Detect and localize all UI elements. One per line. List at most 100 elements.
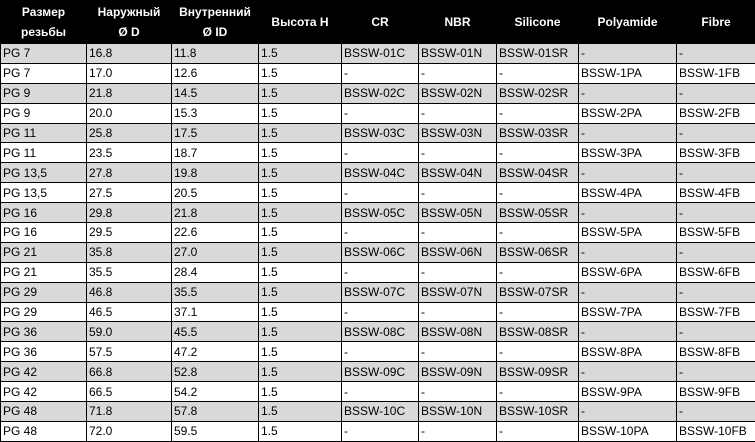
cell-height: 1.5 <box>259 382 342 402</box>
cell-height: 1.5 <box>259 262 342 282</box>
cell-height: 1.5 <box>259 63 342 83</box>
cell-thread-size: PG 13,5 <box>1 163 87 183</box>
cell-outer-diameter: 16.8 <box>87 44 172 64</box>
column-header-polyamide: Polyamide <box>579 1 677 44</box>
cell-height: 1.5 <box>259 282 342 302</box>
cell-cr: BSSW-07C <box>342 282 419 302</box>
cell-silicone: - <box>497 183 579 203</box>
cell-inner-diameter: 19.8 <box>172 163 259 183</box>
cell-cr: - <box>342 183 419 203</box>
cell-outer-diameter: 20.0 <box>87 103 172 123</box>
cell-thread-size: PG 13,5 <box>1 183 87 203</box>
cell-height: 1.5 <box>259 143 342 163</box>
cell-nbr: - <box>419 421 497 441</box>
cell-polyamide: - <box>579 322 677 342</box>
cell-fibre: BSSW-10FB <box>677 421 755 441</box>
cell-cr: BSSW-10C <box>342 402 419 422</box>
cell-inner-diameter: 22.6 <box>172 223 259 243</box>
cell-outer-diameter: 66.8 <box>87 362 172 382</box>
cell-cr: - <box>342 223 419 243</box>
cell-height: 1.5 <box>259 242 342 262</box>
cell-fibre: - <box>677 362 755 382</box>
cell-thread-size: PG 29 <box>1 282 87 302</box>
cell-nbr: BSSW-01N <box>419 44 497 64</box>
cell-thread-size: PG 7 <box>1 44 87 64</box>
cell-outer-diameter: 21.8 <box>87 83 172 103</box>
cell-fibre: BSSW-9FB <box>677 382 755 402</box>
cell-inner-diameter: 54.2 <box>172 382 259 402</box>
cell-thread-size: PG 42 <box>1 382 87 402</box>
cell-nbr: - <box>419 63 497 83</box>
cell-nbr: - <box>419 103 497 123</box>
header-text: Ø D <box>118 25 139 39</box>
cell-outer-diameter: 35.8 <box>87 242 172 262</box>
header-text: Внутренний <box>179 5 251 19</box>
cell-cr: - <box>342 421 419 441</box>
cell-silicone: BSSW-07SR <box>497 282 579 302</box>
cell-nbr: - <box>419 302 497 322</box>
cell-cr: BSSW-02C <box>342 83 419 103</box>
cell-silicone: - <box>497 421 579 441</box>
cell-outer-diameter: 25.8 <box>87 123 172 143</box>
cell-outer-diameter: 46.5 <box>87 302 172 322</box>
cell-fibre: - <box>677 123 755 143</box>
cell-outer-diameter: 29.5 <box>87 223 172 243</box>
header-text: Наружный <box>98 5 161 19</box>
cell-fibre: BSSW-8FB <box>677 342 755 362</box>
cell-polyamide: - <box>579 123 677 143</box>
cell-outer-diameter: 35.5 <box>87 262 172 282</box>
cell-height: 1.5 <box>259 322 342 342</box>
cell-silicone: BSSW-02SR <box>497 83 579 103</box>
cell-thread-size: PG 48 <box>1 421 87 441</box>
cell-height: 1.5 <box>259 83 342 103</box>
cell-fibre: - <box>677 402 755 422</box>
cell-nbr: - <box>419 223 497 243</box>
cell-height: 1.5 <box>259 203 342 223</box>
cell-polyamide: - <box>579 203 677 223</box>
cell-outer-diameter: 71.8 <box>87 402 172 422</box>
cell-thread-size: PG 42 <box>1 362 87 382</box>
cell-nbr: BSSW-02N <box>419 83 497 103</box>
cell-cr: BSSW-08C <box>342 322 419 342</box>
cell-inner-diameter: 28.4 <box>172 262 259 282</box>
cell-inner-diameter: 20.5 <box>172 183 259 203</box>
cell-outer-diameter: 46.8 <box>87 282 172 302</box>
cell-height: 1.5 <box>259 183 342 203</box>
cell-nbr: - <box>419 382 497 402</box>
cell-outer-diameter: 23.5 <box>87 143 172 163</box>
cell-nbr: BSSW-09N <box>419 362 497 382</box>
cell-silicone: - <box>497 143 579 163</box>
header-text: Polyamide <box>597 15 657 29</box>
cell-thread-size: PG 7 <box>1 63 87 83</box>
cell-height: 1.5 <box>259 44 342 64</box>
cell-outer-diameter: 29.8 <box>87 203 172 223</box>
cell-polyamide: - <box>579 163 677 183</box>
cell-inner-diameter: 45.5 <box>172 322 259 342</box>
cell-height: 1.5 <box>259 362 342 382</box>
column-header-cr: CR <box>342 1 419 44</box>
cell-fibre: - <box>677 282 755 302</box>
cell-silicone: BSSW-04SR <box>497 163 579 183</box>
cell-polyamide: - <box>579 83 677 103</box>
cell-outer-diameter: 27.8 <box>87 163 172 183</box>
cell-inner-diameter: 59.5 <box>172 421 259 441</box>
cell-fibre: - <box>677 163 755 183</box>
cell-outer-diameter: 17.0 <box>87 63 172 83</box>
cell-inner-diameter: 57.8 <box>172 402 259 422</box>
cell-cr: BSSW-06C <box>342 242 419 262</box>
cell-outer-diameter: 72.0 <box>87 421 172 441</box>
